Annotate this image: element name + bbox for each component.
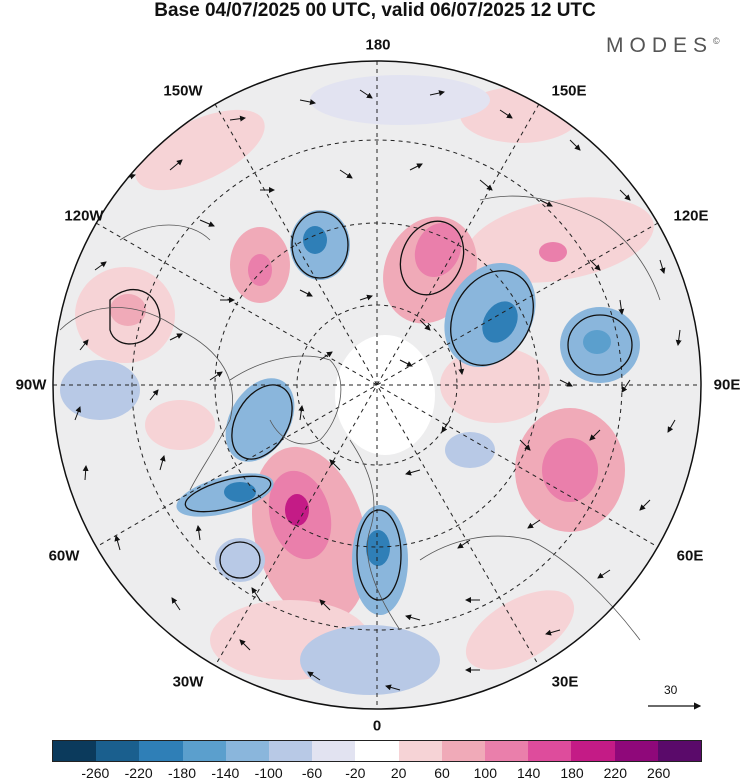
colorbar-tick-label: -60 [301, 765, 323, 781]
colorbar-swatch [441, 741, 486, 761]
polar-map [52, 60, 702, 710]
lon-label-30w: 30W [172, 673, 204, 691]
colorbar-swatch [182, 741, 226, 761]
lon-label-30e: 30E [551, 673, 579, 691]
lon-label-150w: 150W [163, 82, 203, 100]
colorbar-tick-label: 180 [560, 765, 584, 781]
brand-text: MODES [606, 34, 714, 57]
colorbar-tick-label: 60 [434, 765, 450, 781]
lon-label-180: 180 [365, 36, 391, 54]
colorbar-swatch [269, 741, 313, 761]
colorbar-swatch [312, 741, 356, 761]
colorbar-tick-label: 100 [473, 765, 498, 781]
map-title: Base 04/07/2025 00 UTC, valid 06/07/2025… [154, 0, 596, 21]
modes-logo: MODES© [606, 34, 720, 58]
colorbar-tick-label: -260 [81, 765, 110, 781]
lon-label-150e: 150E [551, 82, 587, 100]
anomaly-field [60, 75, 654, 695]
colorbar-swatch [139, 741, 183, 761]
lon-label-0: 0 [372, 717, 382, 735]
lon-label-120w: 120W [64, 207, 104, 225]
colorbar-swatch [225, 741, 270, 761]
colorbar-tick-label: 260 [646, 765, 671, 781]
colorbar-swatch [571, 741, 615, 761]
vector-scale-label: 30 [664, 683, 678, 697]
wind-vectors [74, 89, 682, 691]
lon-label-60w: 60W [48, 547, 80, 565]
colorbar-tick-label: -180 [167, 765, 197, 781]
lon-label-90w: 90W [15, 376, 47, 394]
colorbar-tick-label: 140 [516, 765, 541, 781]
colorbar [52, 740, 702, 762]
colorbar-tick-label: -220 [124, 765, 153, 781]
lon-label-90e: 90E [713, 376, 741, 394]
contours [109, 211, 633, 601]
colorbar-tick-label: -100 [254, 765, 283, 781]
colorbar-swatch [398, 741, 442, 761]
colorbar-tick-label: 220 [603, 765, 628, 781]
map-border [52, 60, 702, 710]
brand-mark: © [713, 36, 720, 46]
graticule [53, 61, 701, 709]
colorbar-tick-label: -20 [345, 765, 366, 781]
colorbar-swatch [657, 741, 702, 761]
colorbar-ticks: -260 -220 -180 -140 -100 -60 -20 20 60 100 140 180 2… [0, 765, 750, 783]
colorbar-tick-label: 20 [390, 765, 407, 781]
colorbar-swatch [485, 741, 529, 761]
colorbar-swatch [614, 741, 658, 761]
colorbar-tick-label: -140 [211, 765, 240, 781]
colorbar-swatch [53, 741, 97, 761]
colorbar-swatch [528, 741, 572, 761]
colorbar-swatch [96, 741, 140, 761]
lon-label-120e: 120E [673, 207, 709, 225]
colorbar-swatch [355, 741, 399, 761]
lon-label-60e: 60E [676, 547, 704, 565]
